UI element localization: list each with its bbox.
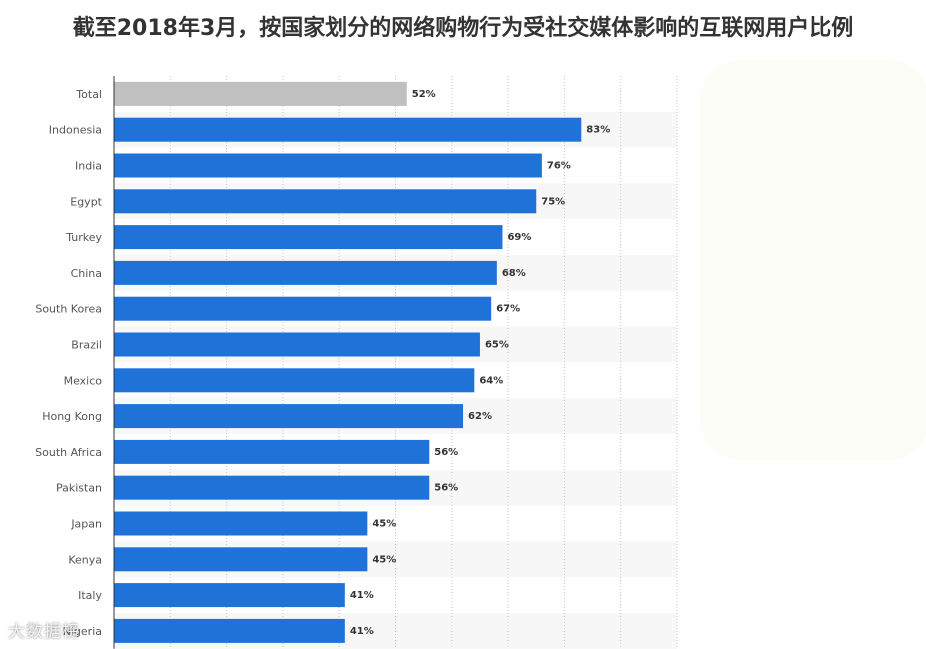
category-label: Egypt — [70, 195, 102, 208]
bar-indonesia[interactable] — [114, 117, 582, 142]
category-label: South Africa — [35, 446, 102, 459]
category-label: Total — [75, 88, 102, 101]
bar-brazil[interactable] — [114, 332, 480, 357]
value-label: 45% — [372, 519, 396, 530]
bar-hong-kong[interactable] — [114, 404, 464, 429]
value-label: 52% — [412, 89, 436, 100]
value-label: 56% — [434, 447, 458, 458]
watermark: 大数据榜 — [8, 622, 80, 642]
category-label: Japan — [70, 518, 102, 531]
category-label: Pakistan — [56, 482, 102, 495]
category-label: Nigeria — [63, 625, 102, 638]
value-label: 75% — [541, 196, 565, 207]
value-label: 83% — [586, 125, 610, 136]
bars — [114, 81, 582, 643]
bar-egypt[interactable] — [114, 189, 537, 214]
bar-kenya[interactable] — [114, 547, 368, 572]
bar-italy[interactable] — [114, 583, 345, 608]
value-label: 65% — [485, 340, 509, 351]
value-label: 56% — [434, 483, 458, 494]
category-label: Italy — [78, 589, 102, 602]
value-label: 41% — [350, 590, 374, 601]
bar-nigeria[interactable] — [114, 618, 345, 643]
bar-pakistan[interactable] — [114, 475, 430, 500]
value-labels: 52% 83% 76% 75% 69% 68% 67% 65% 64% 62% 56% 56% 45% 4… — [350, 89, 610, 637]
chart-title: 截至2018年3月，按国家划分的网络购物行为受社交媒体影响的互联网用户比例 — [72, 16, 854, 41]
value-label: 64% — [479, 375, 503, 386]
value-label: 45% — [372, 554, 396, 565]
bar-total[interactable] — [114, 81, 407, 106]
category-label: Kenya — [68, 553, 102, 566]
bar-south-korea[interactable] — [114, 296, 492, 321]
category-label: Turkey — [65, 231, 102, 244]
category-label: Mexico — [64, 374, 103, 387]
category-label: India — [75, 160, 102, 173]
bar-china[interactable] — [114, 260, 497, 285]
value-label: 69% — [507, 232, 531, 243]
bar-turkey[interactable] — [114, 225, 503, 250]
category-label: Brazil — [71, 339, 102, 352]
category-label: Hong Kong — [42, 410, 102, 423]
category-labels: Total Indonesia India Egypt Turkey China South… — [35, 88, 103, 638]
bar-south-africa[interactable] — [114, 439, 430, 464]
value-label: 68% — [502, 268, 526, 279]
value-label: 62% — [468, 411, 492, 422]
category-label: Indonesia — [49, 124, 102, 137]
value-label: 41% — [350, 626, 374, 637]
background-blob — [700, 60, 926, 460]
category-label: China — [71, 267, 102, 280]
value-label: 76% — [547, 161, 571, 172]
bar-japan[interactable] — [114, 511, 368, 536]
bar-india[interactable] — [114, 153, 542, 178]
category-label: South Korea — [35, 303, 102, 316]
bar-mexico[interactable] — [114, 368, 475, 393]
value-label: 67% — [496, 304, 520, 315]
